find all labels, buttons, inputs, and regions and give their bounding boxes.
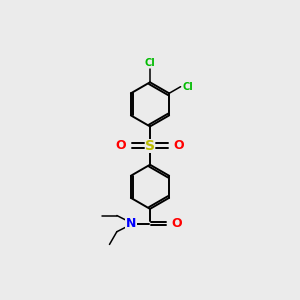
Text: O: O bbox=[174, 139, 184, 152]
Text: O: O bbox=[116, 139, 126, 152]
Text: O: O bbox=[172, 217, 182, 230]
Text: S: S bbox=[145, 139, 155, 153]
Text: Cl: Cl bbox=[183, 82, 194, 92]
Text: Cl: Cl bbox=[145, 58, 155, 68]
Text: N: N bbox=[126, 217, 136, 230]
